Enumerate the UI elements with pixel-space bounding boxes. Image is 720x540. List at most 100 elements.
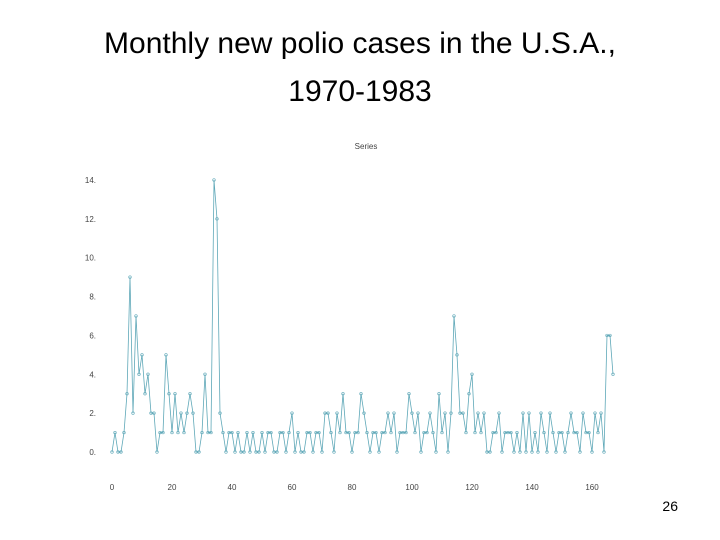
data-point [599, 411, 603, 415]
data-point [272, 450, 276, 454]
data-point [269, 430, 273, 435]
data-point [560, 430, 564, 435]
data-point [170, 430, 174, 435]
data-point [383, 430, 387, 435]
data-point [299, 450, 303, 454]
data-point [125, 392, 129, 396]
data-point [602, 450, 606, 454]
data-point [182, 430, 186, 435]
data-point [131, 411, 135, 415]
y-tick-label: 0. [89, 448, 96, 457]
data-point [470, 372, 474, 376]
data-point [368, 450, 372, 454]
data-point [194, 450, 198, 454]
data-point [422, 430, 426, 435]
data-point [395, 450, 399, 454]
data-point [407, 392, 411, 396]
data-point [533, 430, 537, 435]
data-point [569, 411, 573, 415]
data-point [548, 411, 552, 415]
data-point [440, 430, 444, 435]
data-point [389, 430, 393, 435]
data-point [206, 430, 210, 435]
data-point [212, 178, 216, 182]
data-point [524, 450, 528, 454]
data-point [584, 430, 588, 435]
data-point [266, 430, 270, 435]
data-point [356, 430, 360, 435]
data-point [242, 450, 246, 454]
data-point [449, 411, 453, 415]
data-point [158, 430, 162, 435]
data-point [254, 450, 258, 454]
data-point [278, 430, 282, 435]
data-point [371, 430, 375, 435]
data-point [332, 450, 336, 454]
data-point [515, 430, 519, 435]
data-point [296, 430, 300, 435]
x-tick-label: 80 [348, 483, 357, 492]
data-point [251, 430, 255, 435]
data-point [284, 450, 288, 454]
y-tick-label: 6. [89, 331, 96, 340]
data-point [410, 411, 414, 415]
data-point [215, 217, 219, 221]
data-point [257, 450, 261, 454]
data-point [113, 430, 117, 435]
data-point [200, 430, 204, 435]
data-point [479, 430, 483, 435]
data-point [476, 411, 480, 415]
data-point [314, 430, 318, 435]
data-point [428, 411, 432, 415]
x-tick-label: 120 [465, 483, 479, 492]
data-point [545, 450, 549, 454]
data-point [341, 392, 345, 396]
data-point [302, 450, 306, 454]
data-point [506, 430, 510, 435]
data-point [434, 450, 438, 454]
data-point [164, 353, 168, 357]
data-point [590, 450, 594, 454]
x-tick-label: 0 [110, 483, 115, 492]
data-point [473, 430, 477, 435]
data-point [308, 430, 312, 435]
data-point [347, 430, 351, 435]
data-point [581, 411, 585, 415]
data-point [512, 450, 516, 454]
data-point [536, 450, 540, 454]
data-point [539, 411, 543, 415]
data-point [518, 450, 522, 454]
data-point [542, 430, 546, 435]
data-point [380, 430, 384, 435]
series-line [111, 179, 614, 453]
data-point [122, 430, 126, 435]
data-point [587, 430, 591, 435]
data-point [128, 275, 132, 279]
data-point [437, 392, 441, 396]
data-point [197, 450, 201, 454]
data-point [500, 450, 504, 454]
slide-title-line-1: Monthly new polio cases in the U.S.A., [104, 27, 616, 60]
data-point [350, 450, 354, 454]
data-point [527, 411, 531, 415]
data-point [116, 450, 120, 454]
page-number: 26 [662, 498, 678, 514]
data-point [503, 430, 507, 435]
y-tick-labels: 0. 2. 4. 6. 8. 10. 12. 14. [85, 176, 96, 457]
data-point [488, 450, 492, 454]
data-point [230, 430, 234, 435]
data-point [224, 450, 228, 454]
data-point [146, 372, 150, 376]
data-point [179, 411, 183, 415]
data-point [401, 430, 405, 435]
data-point [494, 430, 498, 435]
x-tick-label: 20 [168, 483, 177, 492]
data-point [140, 353, 144, 357]
data-point [413, 430, 417, 435]
data-point [572, 430, 576, 435]
data-point [458, 411, 462, 415]
data-point [236, 430, 240, 435]
data-point [362, 411, 366, 415]
data-point [596, 430, 600, 435]
